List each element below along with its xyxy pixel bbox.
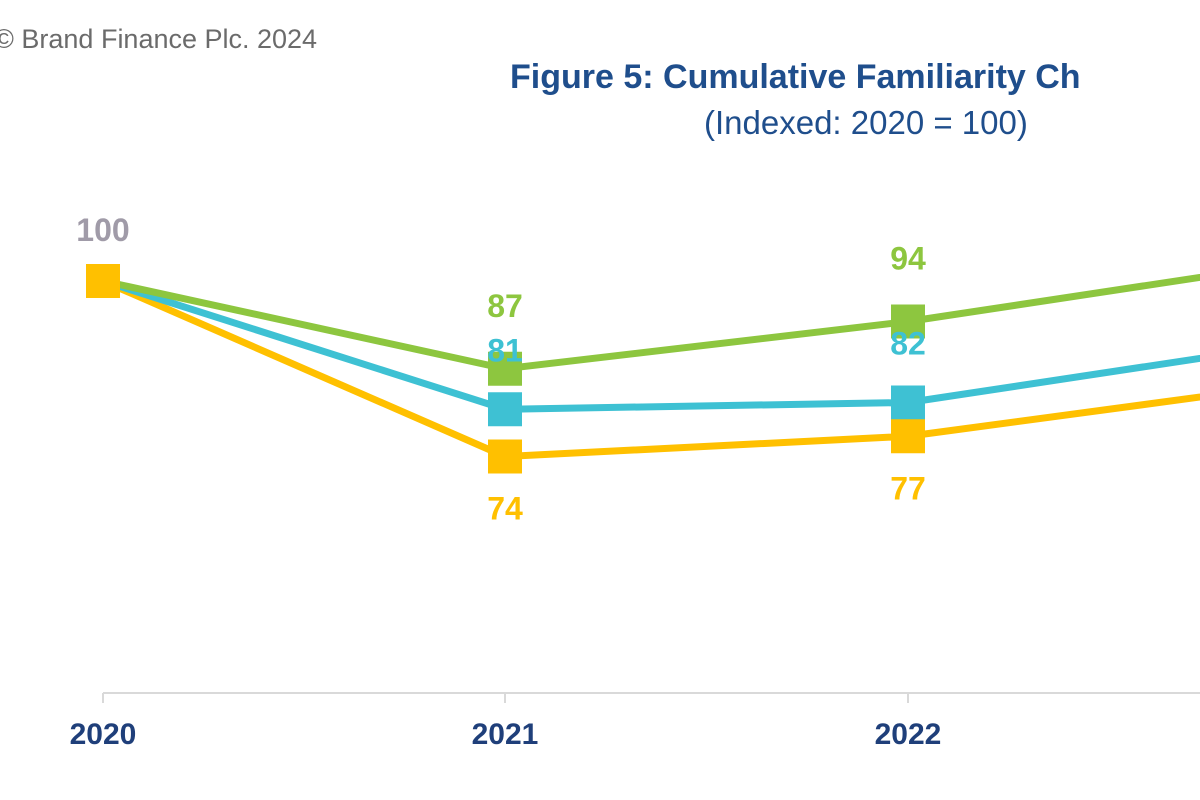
series-2-line — [101, 277, 1200, 460]
data-label-series-1-2022: 82 — [890, 326, 926, 362]
data-label-series-0-2021: 87 — [487, 288, 523, 324]
data-label-series-0-2022: 94 — [890, 241, 926, 277]
data-label-series-0-2020: 100 — [76, 212, 129, 248]
series-1-marker-2021 — [488, 392, 522, 427]
copyright-text: © Brand Finance Plc. 2024 — [0, 24, 318, 54]
series-2-marker-2021 — [488, 439, 522, 474]
series-0-line — [102, 273, 1200, 373]
data-label-series-2-2022: 77 — [890, 470, 926, 506]
series-2-marker-2022 — [891, 419, 925, 454]
series-0-marker-2022 — [891, 304, 925, 339]
series-1-marker-2022 — [891, 385, 925, 420]
x-tick-label-2022: 2022 — [875, 718, 942, 751]
chart-title: Figure 5: Cumulative Familiarity Ch — [510, 58, 1081, 96]
data-label-series-2-2021: 74 — [487, 491, 523, 527]
series-1-line — [101, 277, 1200, 413]
data-label-series-1-2021: 81 — [487, 332, 523, 368]
series-2-marker-2020 — [86, 264, 120, 298]
x-tick-label-2021: 2021 — [472, 718, 539, 751]
chart-subtitle: (Indexed: 2020 = 100) — [704, 104, 1028, 141]
x-tick-label-2020: 2020 — [70, 718, 137, 751]
series-0-marker-2021 — [488, 351, 522, 386]
